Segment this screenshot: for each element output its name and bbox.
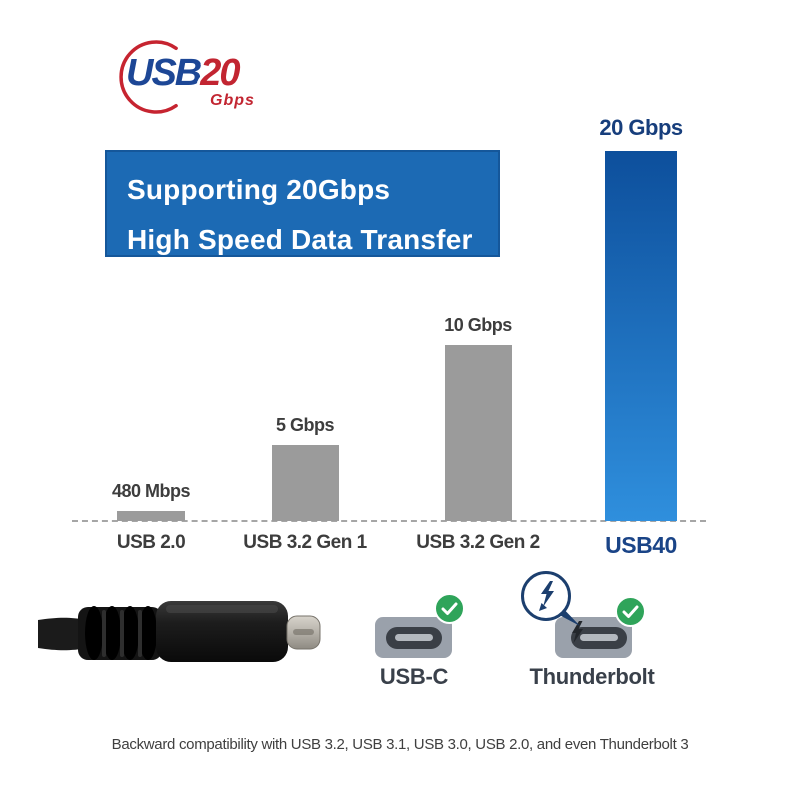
thunderbolt-label: Thunderbolt [529, 664, 655, 689]
usb-c-cable-image [38, 601, 321, 662]
axis-label-4: USB40 [605, 532, 677, 558]
logo-gbps-text: Gbps [210, 92, 255, 109]
chart-bar-1 [117, 511, 185, 521]
usb-c-label: USB-C [379, 664, 449, 689]
thunderbolt-port-icon [555, 617, 632, 658]
banner: Supporting 20Gbps High Speed Data Transf… [105, 150, 500, 257]
chart-bar-4 [605, 151, 677, 521]
usb-c-slot [394, 634, 433, 641]
axis-label-2: USB 3.2 Gen 1 [243, 532, 367, 553]
thunderbolt-callout-circle [521, 571, 571, 621]
compatibility-note: Backward compatibility with USB 3.2, USB… [111, 736, 689, 753]
bar-value-label-1: 480 Mbps [111, 481, 191, 501]
logo-speed-number: 20 [200, 52, 240, 94]
chart-bar-2 [271, 445, 339, 521]
logo-usb-text: USB20 [126, 52, 241, 95]
chart-bar-3 [444, 345, 512, 521]
logo-arc-icon [119, 40, 178, 114]
usb20-logo: USB20 Gbps [116, 34, 266, 119]
axis-label-1: USB 2.0 [116, 532, 186, 553]
thunderbolt-small-bolt-icon [572, 621, 583, 643]
banner-line1: Supporting 20Gbps [127, 174, 391, 205]
bar-value-label-4: 20 Gbps [599, 115, 683, 140]
axis-label-3: USB 3.2 Gen 2 [416, 532, 540, 553]
banner-line2: High Speed Data Transfer [127, 224, 473, 255]
logo-usb-word: USB [126, 52, 202, 94]
bar-value-label-3: 10 Gbps [444, 315, 512, 335]
thunderbolt-bolt-icon [538, 580, 554, 611]
bar-value-label-2: 5 Gbps [275, 415, 335, 435]
thunderbolt-check-icon [615, 596, 646, 627]
chart-baseline [72, 520, 706, 522]
thunderbolt-slot [579, 634, 618, 641]
usb-c-check-icon [434, 593, 465, 624]
thunderbolt-pill [570, 626, 627, 649]
usb-c-pill [385, 626, 442, 649]
usb-c-port-icon [375, 617, 452, 658]
